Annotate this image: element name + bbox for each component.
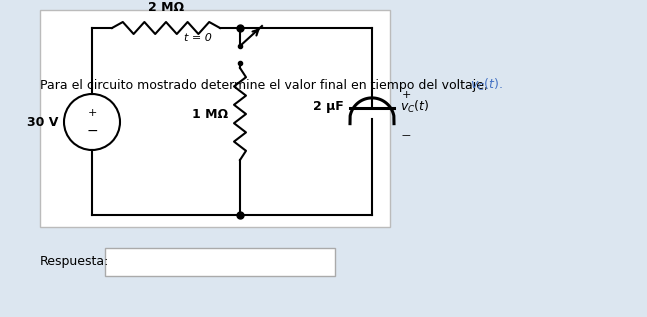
Text: −: − bbox=[86, 124, 98, 138]
Text: 2 MΩ: 2 MΩ bbox=[148, 1, 184, 14]
Bar bbox=[40, 10, 390, 227]
Text: t = 0: t = 0 bbox=[184, 33, 212, 43]
Bar bbox=[105, 248, 335, 276]
Text: +: + bbox=[87, 108, 96, 118]
Text: $\mathit{v_C}$$(t).$: $\mathit{v_C}$$(t).$ bbox=[470, 77, 503, 93]
Text: Para el circuito mostrado determine el valor final en tiempo del voltaje,: Para el circuito mostrado determine el v… bbox=[40, 79, 492, 92]
Text: 2 μF: 2 μF bbox=[313, 100, 344, 113]
Text: $\mathit{v_C}(t)$: $\mathit{v_C}(t)$ bbox=[400, 99, 430, 114]
Text: +: + bbox=[402, 90, 411, 100]
Text: Respuesta:: Respuesta: bbox=[40, 256, 109, 268]
Text: 30 V: 30 V bbox=[27, 115, 58, 128]
Text: ––: –– bbox=[402, 131, 411, 140]
Text: 1 MΩ: 1 MΩ bbox=[192, 107, 228, 120]
